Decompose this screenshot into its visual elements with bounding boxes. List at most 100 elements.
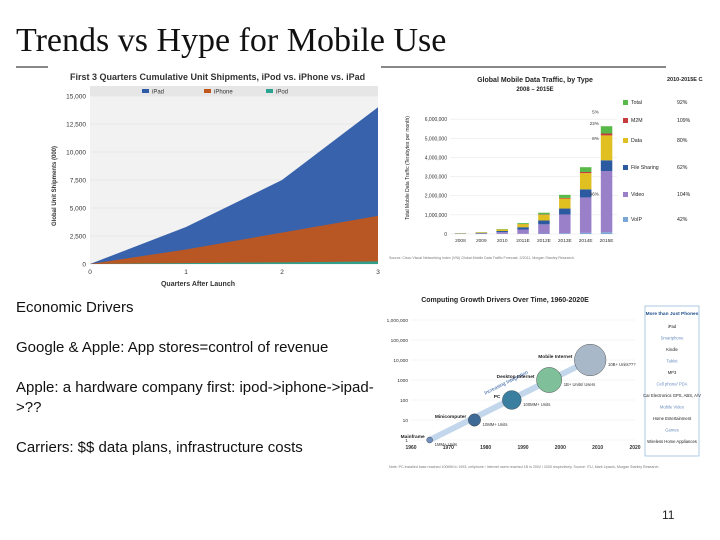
legend-swatch xyxy=(623,118,628,123)
y-tick-label: 10 xyxy=(403,418,409,424)
bar-annotation: 5% xyxy=(592,109,599,114)
bullet-item: Economic Drivers xyxy=(16,299,134,316)
bar-annotation: 23% xyxy=(590,121,599,126)
bar-m2m xyxy=(559,197,571,199)
x-axis-label: Quarters After Launch xyxy=(161,281,235,288)
series-area-iphone xyxy=(90,215,378,264)
chart-title: Global Mobile Data Traffic, by Type xyxy=(477,77,593,84)
shipments-chart-panel: First 3 Quarters Cumulative Unit Shipmen… xyxy=(48,66,381,292)
bar-total xyxy=(559,194,571,198)
legend-swatch xyxy=(623,138,628,143)
x-tick-label: 2010 xyxy=(592,445,603,451)
bar-video xyxy=(579,197,592,233)
y-tick-label: 5,000,000 xyxy=(425,136,447,142)
bar-total xyxy=(600,126,613,134)
chart-title: First 3 Quarters Cumulative Unit Shipmen… xyxy=(70,72,365,82)
x-tick-label: 2011E xyxy=(516,238,530,244)
legend-swatch xyxy=(623,100,628,105)
y-tick-label: 100,000 xyxy=(391,338,409,344)
bar-total xyxy=(517,223,529,224)
legend-label: iPod xyxy=(276,90,288,96)
bar-video xyxy=(517,229,529,234)
bar-voip xyxy=(559,233,571,234)
bar-voip xyxy=(579,232,592,234)
chart-subtitle: 2008 – 2015E xyxy=(516,87,553,93)
y-tick-label: 10,000 xyxy=(393,358,408,364)
data-bubble xyxy=(536,367,562,393)
bar-data xyxy=(517,224,529,228)
data-bubble xyxy=(468,413,481,427)
bubble-label: Mainframe xyxy=(401,434,425,440)
y-tick-label: 0 xyxy=(82,262,86,269)
side-list-item: iPad xyxy=(668,324,677,329)
data-bubble xyxy=(502,390,522,410)
x-tick-label: 2014E xyxy=(579,238,593,244)
y-tick-label: 2,000,000 xyxy=(425,194,447,200)
side-list-item: Wireless Home Appliances xyxy=(647,439,697,444)
x-tick-label: 3 xyxy=(376,269,380,276)
y-tick-label: 1,000,000 xyxy=(387,318,409,324)
y-axis-label: Total Mobile Data Traffic (Terabytes per… xyxy=(405,116,411,220)
y-tick-label: 1 xyxy=(405,438,408,444)
bar-video xyxy=(559,214,571,234)
bar-data xyxy=(475,232,488,233)
bar-data xyxy=(496,229,508,231)
legend-cagr: 80% xyxy=(677,138,688,144)
legend-cagr: 109% xyxy=(677,118,691,124)
traffic-chart-panel: Global Mobile Data Traffic, by Type 2008… xyxy=(385,68,703,273)
computing-growth-chart: Computing Growth Drivers Over Time, 1960… xyxy=(385,290,703,490)
x-tick-label: 2 xyxy=(280,269,284,276)
data-bubble xyxy=(426,436,433,444)
bubble-units: 1B+ Units/ Users xyxy=(564,382,596,387)
bar-video xyxy=(496,232,508,234)
x-tick-label: 1980 xyxy=(480,445,491,451)
bar-file-sharing xyxy=(559,208,571,215)
chart-source: Source: Cisco Visual Networking Index (V… xyxy=(389,256,575,260)
bubble-units: 10B+ Units??? xyxy=(608,362,636,367)
side-list-item: Cell phone/ PDA xyxy=(657,382,688,387)
bar-data xyxy=(559,198,571,209)
x-tick-label: 2013E xyxy=(558,238,572,244)
side-list-item: Kindle xyxy=(666,347,678,352)
side-list-item: Tablet xyxy=(666,359,678,364)
bullet-list: Economic Drivers Google & Apple: App sto… xyxy=(16,298,378,478)
bar-file-sharing xyxy=(538,220,550,225)
y-tick-label: 1,000,000 xyxy=(425,213,447,219)
bullet-item: Apple: a hardware company first: ipod->i… xyxy=(16,379,374,416)
x-tick-label: 2009 xyxy=(476,238,487,244)
x-tick-label: 2010 xyxy=(497,238,508,244)
legend-bar xyxy=(90,86,378,96)
bubble-units: 10MM+ Units xyxy=(483,422,508,427)
x-tick-label: 2020 xyxy=(629,445,640,451)
legend-swatch xyxy=(623,217,628,222)
side-list-item: Car Electronics GPS, ABS, A/V xyxy=(643,393,701,398)
y-tick-label: 15,000 xyxy=(66,94,86,101)
side-list-item: Games xyxy=(665,428,679,433)
legend-swatch xyxy=(204,89,211,93)
x-tick-label: 1990 xyxy=(517,445,528,451)
bar-file-sharing xyxy=(600,160,613,172)
y-tick-label: 12,500 xyxy=(66,122,86,129)
y-tick-label: 1000 xyxy=(397,378,408,384)
y-tick-label: 100 xyxy=(400,398,408,404)
x-tick-label: 1970 xyxy=(443,445,454,451)
legend-swatch xyxy=(266,89,273,93)
bubble-label: Desktop Internet xyxy=(497,374,535,380)
bubble-label: Mobile Internet xyxy=(538,354,573,360)
legend-cagr: 92% xyxy=(677,100,688,106)
y-tick-label: 6,000,000 xyxy=(425,117,447,123)
x-tick-label: 1 xyxy=(184,269,188,276)
x-tick-label: 2000 xyxy=(555,445,566,451)
legend-swatch xyxy=(623,192,628,197)
bar-total xyxy=(579,167,592,172)
series-area-ipod xyxy=(90,261,378,264)
y-tick-label: 5,000 xyxy=(70,206,87,213)
side-list-item: Smartphone xyxy=(661,336,684,341)
legend-cagr: 62% xyxy=(677,165,688,171)
chart-background xyxy=(385,68,703,273)
data-bubble xyxy=(574,344,607,377)
bar-video xyxy=(475,233,488,234)
legend-label: M2M xyxy=(631,118,643,124)
computing-growth-panel: Computing Growth Drivers Over Time, 1960… xyxy=(385,290,703,490)
chart-source: Note: PC installed base reached 100MM in… xyxy=(389,465,659,469)
